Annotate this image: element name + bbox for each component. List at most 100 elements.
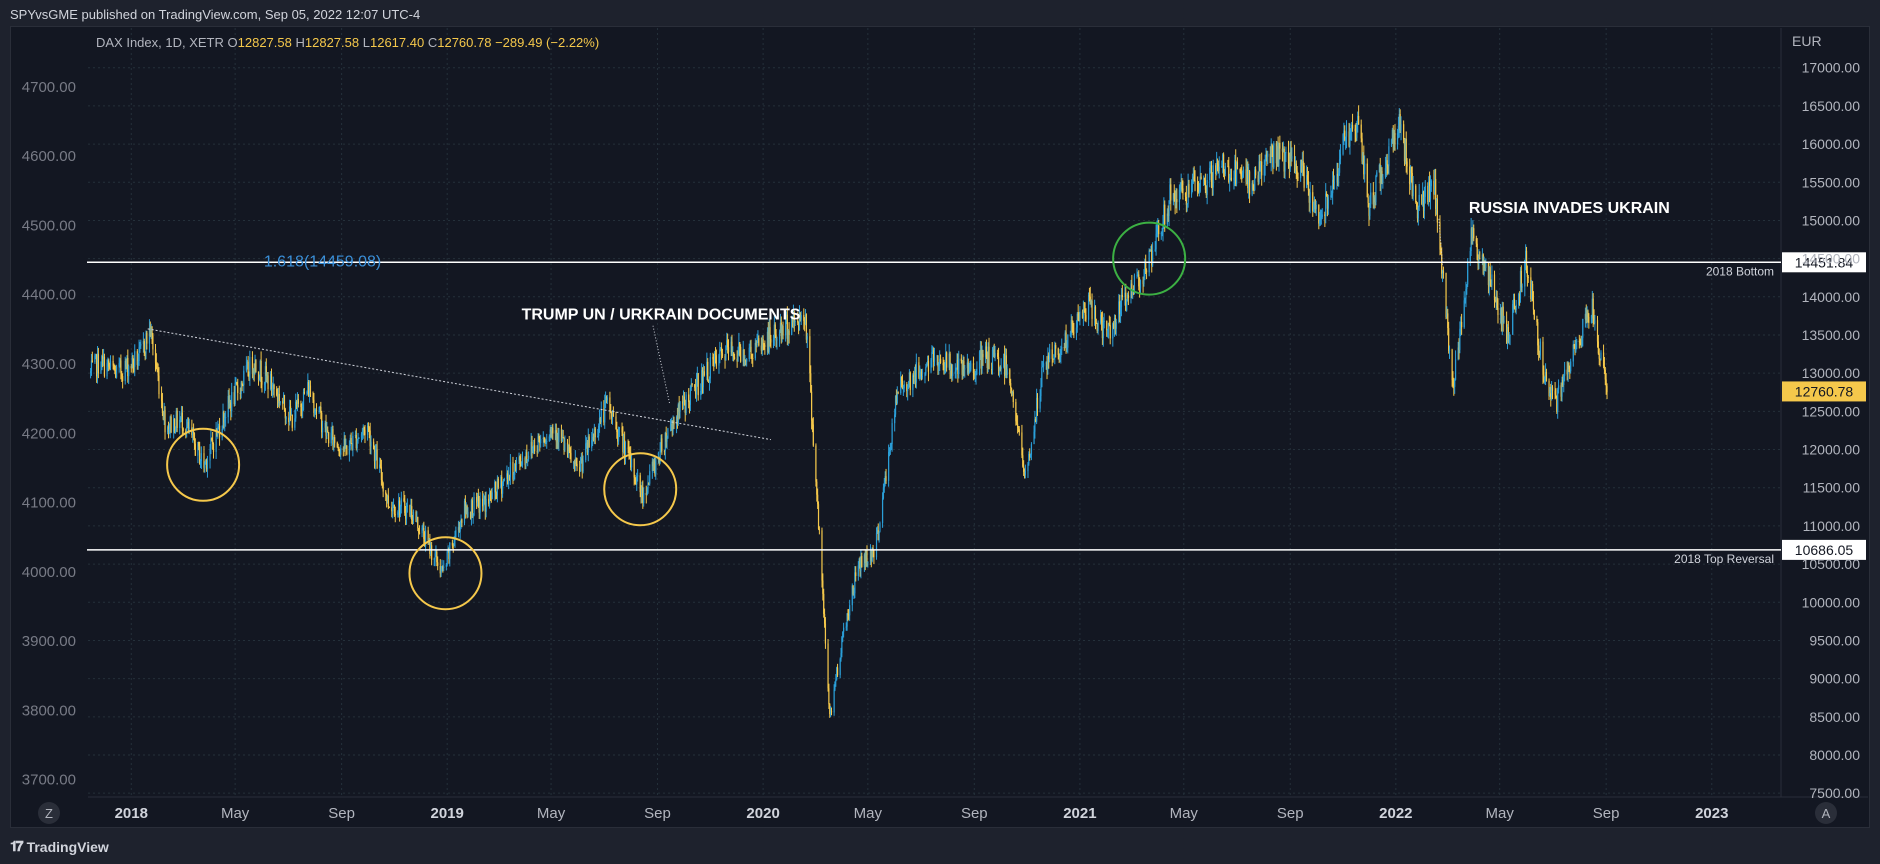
price-bar-body: [611, 412, 614, 419]
price-bar-body: [1489, 267, 1491, 281]
price-bar-body: [636, 476, 638, 485]
price-bar-body: [1209, 167, 1211, 181]
price-bar-body: [344, 438, 346, 449]
yellow-circle-marker: [166, 427, 241, 502]
legend-high-value: 12827.58: [305, 35, 359, 50]
price-bar-body: [101, 356, 103, 370]
price-bar-body: [302, 392, 305, 411]
price-bar-body: [428, 539, 430, 541]
price-bar-body: [1149, 250, 1151, 252]
legend-close-value: 12760.78: [437, 35, 491, 50]
price-bar-body: [330, 432, 332, 444]
price-bar-body: [866, 549, 868, 563]
price-bar-body: [1382, 176, 1384, 183]
price-bar-body: [356, 440, 358, 449]
price-bar-body: [403, 498, 405, 502]
price-bar-body: [1266, 154, 1268, 157]
price-bar-body: [800, 315, 802, 320]
price-bar-body: [738, 342, 740, 355]
price-bar-body: [445, 564, 447, 567]
price-bar-body: [612, 412, 614, 417]
price-bar-body: [369, 430, 371, 447]
price-bar-body: [1006, 369, 1008, 376]
price-bar-body: [797, 320, 799, 323]
price-bar-body: [306, 391, 308, 394]
price-bar-body: [1240, 172, 1242, 176]
tradingview-logo[interactable]: 𝟏𝟕 TradingView: [10, 838, 109, 855]
price-bar-body: [967, 362, 969, 373]
price-bar-body: [1374, 197, 1376, 203]
price-bar-body: [1497, 307, 1499, 316]
price-bar-body: [1512, 299, 1515, 304]
price-bar-body: [676, 416, 679, 423]
price-bar-body: [1309, 192, 1311, 203]
auto-scale-z-button[interactable]: [38, 802, 60, 824]
price-bar-body: [1157, 225, 1159, 230]
price-bar-body: [546, 440, 548, 443]
price-bar-body: [544, 442, 546, 444]
price-bar-body: [465, 505, 467, 514]
price-bar-body: [1345, 136, 1347, 140]
price-bar-body: [1579, 341, 1581, 343]
price-bar-body: [1181, 181, 1183, 190]
price-bar-body: [1184, 193, 1187, 197]
price-bar-body: [1343, 130, 1345, 135]
price-bar-body: [852, 585, 854, 595]
price-bar-body: [897, 392, 899, 394]
price-bar-body: [350, 437, 352, 444]
price-bar-body: [875, 532, 878, 558]
price-bar-body: [1239, 168, 1241, 173]
left-axis-tick: 4500.00: [22, 217, 76, 234]
price-bar-body: [1403, 139, 1406, 162]
price-bar-body: [451, 542, 453, 546]
price-bar-body: [125, 360, 127, 367]
price-bar-body: [418, 528, 420, 533]
price-bar-body: [955, 367, 957, 372]
price-bar-body: [1139, 280, 1142, 289]
price-bar-body: [1156, 229, 1158, 234]
price-bar-body: [267, 375, 269, 389]
grid-lines: [11, 28, 1868, 798]
price-bar-body: [1290, 152, 1292, 159]
price-bar-body: [1331, 193, 1333, 196]
price-bar-body: [1338, 159, 1341, 173]
price-bar-body: [277, 393, 280, 400]
price-bar-body: [1351, 125, 1353, 130]
price-bar-body: [463, 500, 466, 523]
price-bar-body: [857, 565, 859, 576]
price-bar-body: [1125, 292, 1127, 311]
price-bar-body: [381, 480, 383, 484]
price-bar-body: [325, 422, 327, 436]
price-bar-body: [1597, 341, 1599, 354]
price-bar-body: [1142, 280, 1144, 285]
legend-low-label: L: [363, 35, 370, 50]
price-bar-body: [143, 341, 145, 353]
legend-open-value: 12827.58: [238, 35, 292, 50]
price-bar-body: [515, 460, 518, 465]
auto-scale-a-button[interactable]: [1815, 802, 1837, 824]
time-axis-tick: Sep: [328, 805, 355, 822]
price-bar-body: [855, 572, 857, 576]
annotation-pointer: [1438, 218, 1444, 267]
price-bar-body: [161, 401, 164, 413]
price-bar-body: [1421, 194, 1423, 204]
price-bar-body: [1386, 160, 1388, 165]
price-bar-body: [1107, 322, 1110, 330]
price-bar-body: [131, 355, 133, 369]
price-bar-body: [412, 511, 415, 521]
price-bar-body: [1585, 313, 1587, 321]
right-axis-tick: 10000.00: [1802, 594, 1861, 610]
price-bar-body: [1361, 138, 1363, 162]
price-bar-body: [355, 435, 357, 449]
price-bar-body: [130, 366, 132, 369]
price-bar-body: [133, 363, 135, 367]
price-bar-body: [218, 425, 220, 427]
price-bar-body: [1549, 393, 1551, 396]
price-bar-body: [228, 395, 230, 404]
price-bar-body: [683, 396, 685, 402]
price-bar-body: [864, 554, 866, 563]
price-bar-body: [1470, 228, 1472, 252]
price-bar-body: [1023, 466, 1025, 472]
price-bar-body: [278, 393, 280, 404]
green-circle-marker: [1112, 221, 1187, 296]
